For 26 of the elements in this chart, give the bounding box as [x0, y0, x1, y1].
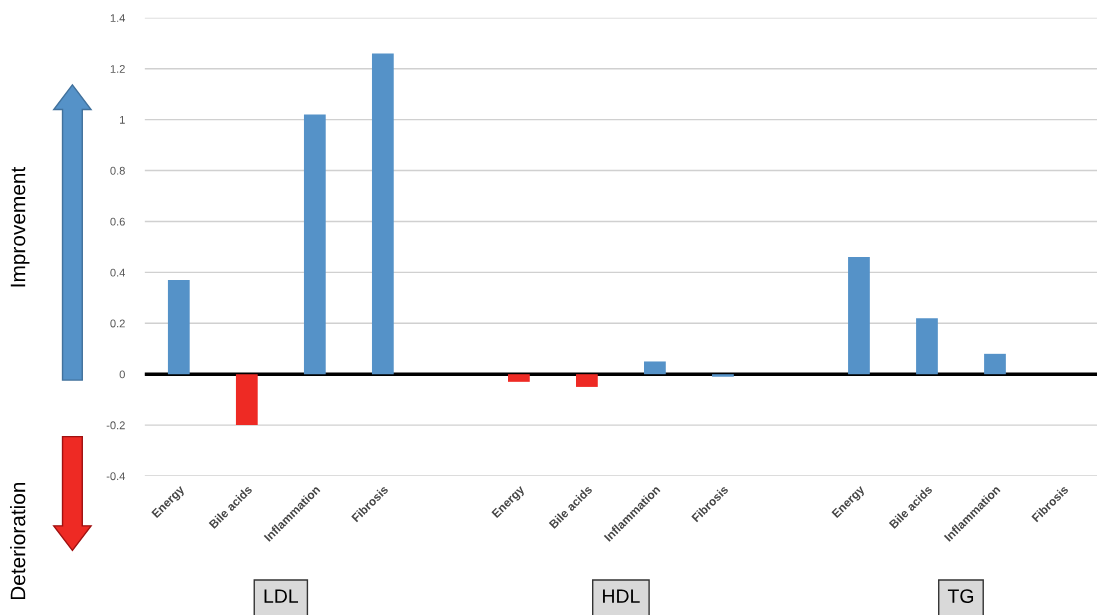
text: LDL [264, 589, 299, 603]
bar [371, 53, 394, 375]
bar [235, 374, 258, 426]
y-tick-label: 1.2 [110, 65, 125, 73]
bar [303, 114, 326, 375]
bar [712, 374, 734, 377]
y-tick-label: 0.8 [110, 166, 125, 175]
y-tick-label: 0.6 [110, 217, 125, 226]
text: Improvement [10, 166, 30, 287]
bar [984, 353, 1006, 375]
text: Deterioration [10, 482, 26, 600]
y-tick-label: -0.4 [106, 472, 126, 481]
bar [576, 374, 598, 387]
y-tick-label: 1 [120, 116, 125, 124]
bar [167, 280, 190, 375]
text: HDL [603, 589, 640, 603]
y-tick-label: 0.2 [110, 319, 125, 328]
text: TG [947, 589, 974, 603]
bar [848, 257, 870, 375]
y-tick-label: 0.4 [110, 268, 126, 277]
bar [644, 361, 666, 375]
bar [508, 374, 530, 382]
y-tick-label: 0 [119, 370, 125, 379]
bar [916, 318, 938, 375]
y-tick-label: -0.2 [106, 421, 125, 430]
y-tick-label: 1.4 [110, 14, 126, 22]
